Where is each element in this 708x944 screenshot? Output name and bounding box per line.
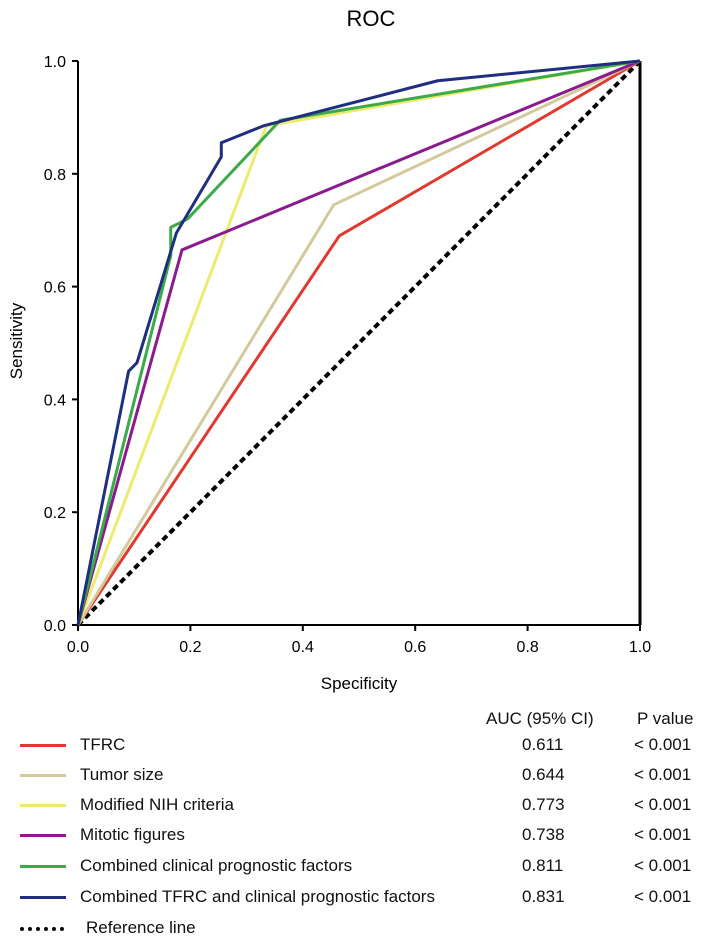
chart-title: ROC — [347, 6, 396, 31]
x-tick-label: 0.2 — [179, 639, 201, 656]
legend-swatch — [20, 865, 66, 868]
legend-p: < 0.001 — [634, 735, 692, 754]
x-tick-label: 0.0 — [67, 639, 89, 656]
series-line-1 — [76, 59, 641, 626]
legend-swatch — [20, 804, 66, 807]
legend-p: < 0.001 — [634, 765, 692, 784]
legend-swatch — [20, 896, 66, 899]
legend-auc-header: AUC (95% CI) — [486, 709, 594, 728]
legend-label: Modified NIH criteria — [80, 795, 234, 814]
y-tick-label: 0.8 — [44, 167, 66, 184]
series-line-5 — [76, 59, 641, 626]
legend-p: < 0.001 — [634, 795, 692, 814]
legend-row-tfrc: TFRC 0.611 < 0.001 — [0, 730, 708, 760]
legend-label: Combined clinical prognostic factors — [80, 856, 353, 875]
legend-label: Combined TFRC and clinical prognostic fa… — [80, 887, 435, 906]
legend-p: < 0.001 — [634, 825, 692, 844]
series-line-3 — [76, 59, 641, 626]
y-tick-label: 1.0 — [44, 54, 66, 71]
y-axis-label: Sensitivity — [7, 302, 26, 379]
y-tick-label: 0.6 — [44, 280, 66, 297]
legend-swatch — [20, 744, 66, 747]
y-tick-label: 0.4 — [44, 392, 66, 409]
legend-row-mitotic: Mitotic figures 0.738 < 0.001 — [0, 820, 708, 850]
legend-auc: 0.611 — [522, 735, 564, 754]
legend-auc: 0.738 — [522, 825, 565, 844]
legend-auc: 0.831 — [522, 887, 565, 906]
legend-row-tumor-size: Tumor size 0.644 < 0.001 — [0, 760, 708, 790]
legend-row-nih: Modified NIH criteria 0.773 < 0.001 — [0, 790, 708, 820]
legend-p: < 0.001 — [634, 887, 692, 906]
legend-auc: 0.811 — [522, 856, 564, 875]
legend-auc: 0.773 — [522, 795, 565, 814]
legend-p-header: P value — [637, 709, 694, 728]
series-line-0 — [76, 59, 641, 626]
legend: AUC (95% CI) P value TFRC 0.611 < 0.001 … — [0, 700, 708, 944]
legend-label: Mitotic figures — [80, 825, 185, 844]
legend-label: Tumor size — [80, 765, 164, 784]
series-line-2 — [76, 59, 641, 626]
x-tick-label: 0.8 — [516, 639, 538, 656]
legend-row-reference: Reference line — [0, 913, 708, 943]
x-tick-label: 0.6 — [404, 639, 426, 656]
legend-p: < 0.001 — [634, 856, 692, 875]
legend-auc: 0.644 — [522, 765, 565, 784]
roc-chart: ROC 0.0 0.2 0.4 0.6 0.8 1.0 0.0 0.2 0.4 0.6 0.8 1.0… — [7, 6, 651, 693]
legend-row-combined-clinical: Combined clinical prognostic factors 0.8… — [0, 851, 708, 881]
legend-swatch — [20, 927, 64, 931]
series-line-4 — [76, 59, 641, 626]
x-tick-label: 1.0 — [629, 639, 651, 656]
y-tick-label: 0.0 — [44, 618, 66, 635]
x-tick-label: 0.4 — [292, 639, 314, 656]
legend-swatch — [20, 834, 66, 837]
reference-line — [76, 59, 642, 627]
y-tick-label: 0.2 — [44, 505, 66, 522]
legend-row-combined-tfrc: Combined TFRC and clinical prognostic fa… — [0, 882, 708, 912]
x-axis-label: Specificity — [321, 674, 398, 693]
legend-swatch — [20, 774, 66, 777]
legend-label: Reference line — [86, 918, 196, 937]
legend-label: TFRC — [80, 735, 126, 754]
